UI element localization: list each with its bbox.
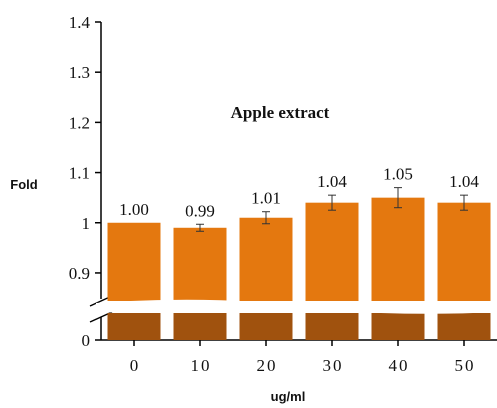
bar-upper <box>107 222 161 301</box>
bar-upper <box>371 197 425 301</box>
x-tick-label: 10 <box>191 356 212 375</box>
chart-title: Apple extract <box>231 103 330 122</box>
bar-upper <box>305 202 359 301</box>
bar-lower <box>371 313 425 340</box>
chart-bars <box>96 187 497 340</box>
x-tick-label: 30 <box>323 356 344 375</box>
x-tick-label: 40 <box>389 356 410 375</box>
bar-upper <box>239 217 293 301</box>
bar-lower <box>305 313 359 340</box>
x-tick-label: 0 <box>130 356 141 375</box>
y-tick-label: 0.9 <box>69 264 90 283</box>
y-tick-label: 1.2 <box>69 113 90 132</box>
data-label: 1.05 <box>383 165 413 184</box>
axis-break-band <box>96 299 497 314</box>
data-label: 1.04 <box>317 172 347 191</box>
x-tick-label: 20 <box>257 356 278 375</box>
y-tick-label: 1.3 <box>69 63 90 82</box>
y-tick-label: 1 <box>82 214 91 233</box>
data-label: 1.01 <box>251 189 281 208</box>
bar-upper <box>173 227 227 301</box>
bar-lower <box>437 313 491 340</box>
y-tick-label: 1.4 <box>69 13 91 32</box>
x-tick-label: 50 <box>455 356 476 375</box>
chart-axes <box>89 21 497 346</box>
y-axis-title: Fold <box>10 177 37 192</box>
data-label: 0.99 <box>185 201 215 220</box>
bar-lower <box>239 313 293 340</box>
chart-labels: 1.0000.99101.01201.04301.05401.04501.41.… <box>69 13 480 375</box>
bar-upper <box>437 202 491 301</box>
y-tick-label: 0 <box>82 331 91 350</box>
bar-lower <box>173 313 227 340</box>
x-axis-title: ug/ml <box>271 389 306 404</box>
data-label: 1.00 <box>119 200 149 219</box>
bar-lower <box>107 313 161 340</box>
data-label: 1.04 <box>449 172 479 191</box>
y-tick-label: 1.1 <box>69 164 90 183</box>
